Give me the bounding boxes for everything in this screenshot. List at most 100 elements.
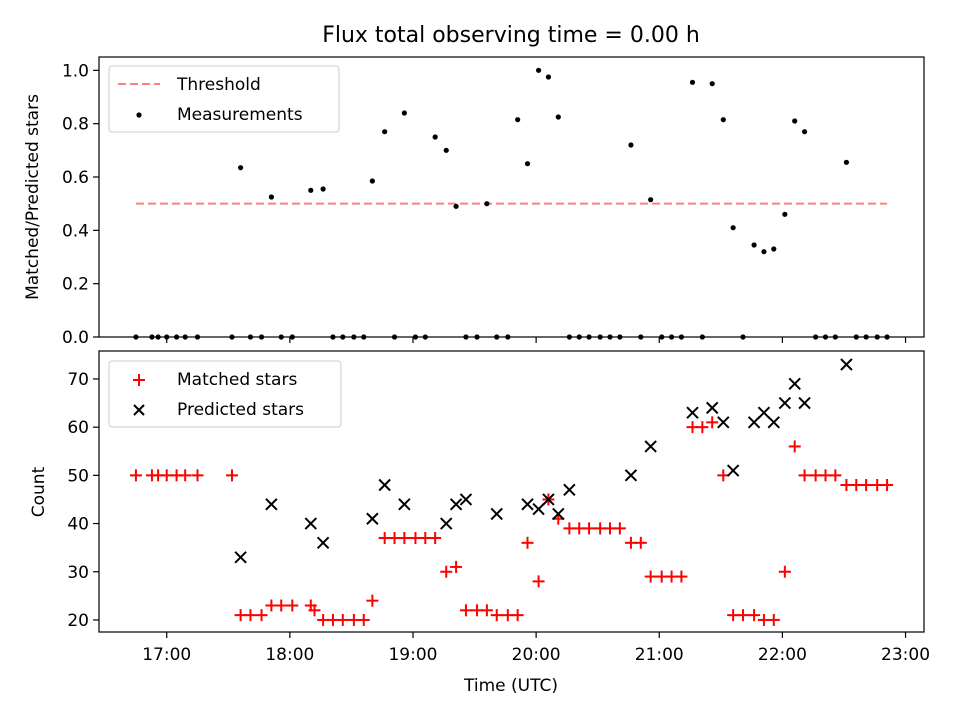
- predicted-point: [542, 493, 555, 506]
- predicted-point: [717, 416, 730, 429]
- bottom-plot-frame: [98, 350, 925, 633]
- legend-measurements-label: Measurements: [177, 105, 303, 125]
- matched-point: [511, 609, 524, 622]
- matched-point: [798, 469, 811, 482]
- legend-predicted-label: Predicted stars: [177, 400, 304, 420]
- predicted-point: [459, 493, 473, 506]
- matched-point: [521, 536, 534, 549]
- predicted-point: [686, 406, 699, 419]
- measurement-point: [484, 201, 490, 207]
- predicted-points: [234, 358, 853, 564]
- measurement-point: [320, 186, 326, 192]
- matched-point: [429, 532, 442, 545]
- predicted-point: [788, 377, 801, 390]
- x-tick-label: 22:00: [758, 645, 807, 665]
- measurement-point: [709, 81, 715, 87]
- matched-point: [255, 609, 268, 622]
- top-legend-frame: [108, 65, 340, 133]
- measurement-point: [730, 225, 736, 231]
- predicted-point: [563, 483, 576, 497]
- predicted-point: [552, 507, 565, 521]
- bottom-x-ticks: 17:00 18:00 19:00 20:00 21:00 22:00 23:00: [142, 632, 930, 665]
- top-legend: Threshold Measurements: [108, 65, 340, 133]
- matched-point: [459, 604, 472, 617]
- predicted-point: [644, 440, 657, 453]
- measurement-point: [535, 67, 542, 73]
- matched-point: [860, 478, 873, 491]
- measurement-point: [382, 129, 388, 135]
- predicted-point: [624, 469, 638, 482]
- matched-point: [736, 609, 749, 622]
- legend-matched-label: Matched stars: [177, 370, 297, 390]
- predicted-point: [778, 396, 792, 410]
- matched-point: [191, 469, 204, 482]
- matched-point: [275, 599, 288, 612]
- predicted-point: [490, 507, 503, 521]
- matched-point: [357, 613, 370, 626]
- matched-point: [696, 421, 709, 434]
- measurement-point: [555, 114, 561, 120]
- predicted-point: [767, 416, 780, 429]
- predicted-point: [726, 464, 740, 477]
- measurement-point: [268, 194, 274, 200]
- measurement-point: [524, 161, 531, 167]
- matched-point: [398, 532, 411, 545]
- measurement-point: [308, 187, 314, 193]
- measurement-point: [443, 147, 449, 153]
- top-y-tick-label: 0.4: [62, 221, 89, 241]
- predicted-point: [234, 551, 247, 564]
- predicted-point: [449, 498, 463, 511]
- x-tick-label: 20:00: [512, 645, 561, 665]
- x-tick-label: 19:00: [388, 645, 437, 665]
- measurement-point: [801, 129, 808, 135]
- legend-threshold-label: Threshold: [176, 75, 261, 95]
- measurement-point: [771, 246, 777, 252]
- measurement-point: [432, 134, 438, 140]
- bottom-y-axis-label: Count: [29, 466, 49, 517]
- x-tick-label: 18:00: [265, 645, 314, 665]
- top-y-axis-label: Matched/Predicted stars: [23, 94, 43, 300]
- matched-point: [778, 565, 791, 578]
- bottom-panel: 20 30 40 50 60 70 17:00 18:00 19:00 20:00 21:00 22…: [29, 350, 930, 696]
- predicted-point: [304, 517, 317, 530]
- top-y-ticks: 0.0 0.2 0.4 0.6 0.8 1.0: [62, 61, 99, 348]
- top-y-tick-label: 0.0: [62, 328, 89, 348]
- bottom-y-tick-label: 50: [67, 466, 89, 486]
- top-plot-frame: [98, 56, 925, 338]
- measurement-point: [843, 159, 850, 165]
- predicted-point: [366, 512, 379, 525]
- measurement-point: [648, 197, 654, 203]
- matched-point: [440, 565, 453, 578]
- matched-point: [480, 604, 493, 617]
- matched-point: [613, 522, 626, 535]
- legend-measurements-swatch: [136, 112, 142, 118]
- matched-point: [490, 609, 503, 622]
- matched-point: [129, 469, 142, 482]
- bottom-y-tick-label: 30: [67, 563, 89, 583]
- bottom-y-tick-label: 20: [67, 611, 89, 631]
- matched-point: [450, 560, 463, 573]
- matched-point: [225, 469, 238, 482]
- bottom-legend-frame: [108, 360, 342, 428]
- measurement-point: [545, 74, 552, 80]
- top-y-tick-label: 0.6: [62, 168, 89, 188]
- matched-point: [644, 570, 657, 583]
- predicted-point: [378, 478, 391, 492]
- top-y-tick-label: 0.2: [62, 275, 89, 295]
- measurement-point: [792, 118, 798, 124]
- predicted-point: [521, 498, 534, 511]
- predicted-point: [398, 498, 411, 511]
- predicted-point: [757, 406, 771, 419]
- legend-matched-swatch: [133, 374, 145, 386]
- measurement-point: [761, 249, 767, 255]
- measurement-point: [628, 142, 634, 148]
- matched-point: [788, 440, 801, 453]
- matched-point: [583, 522, 596, 535]
- predicted-point: [440, 517, 453, 530]
- matched-point: [881, 478, 894, 491]
- bottom-legend: Matched stars Predicted stars: [108, 360, 342, 428]
- x-tick-label: 23:00: [881, 645, 930, 665]
- measurement-point: [515, 117, 521, 123]
- predicted-point: [706, 401, 719, 415]
